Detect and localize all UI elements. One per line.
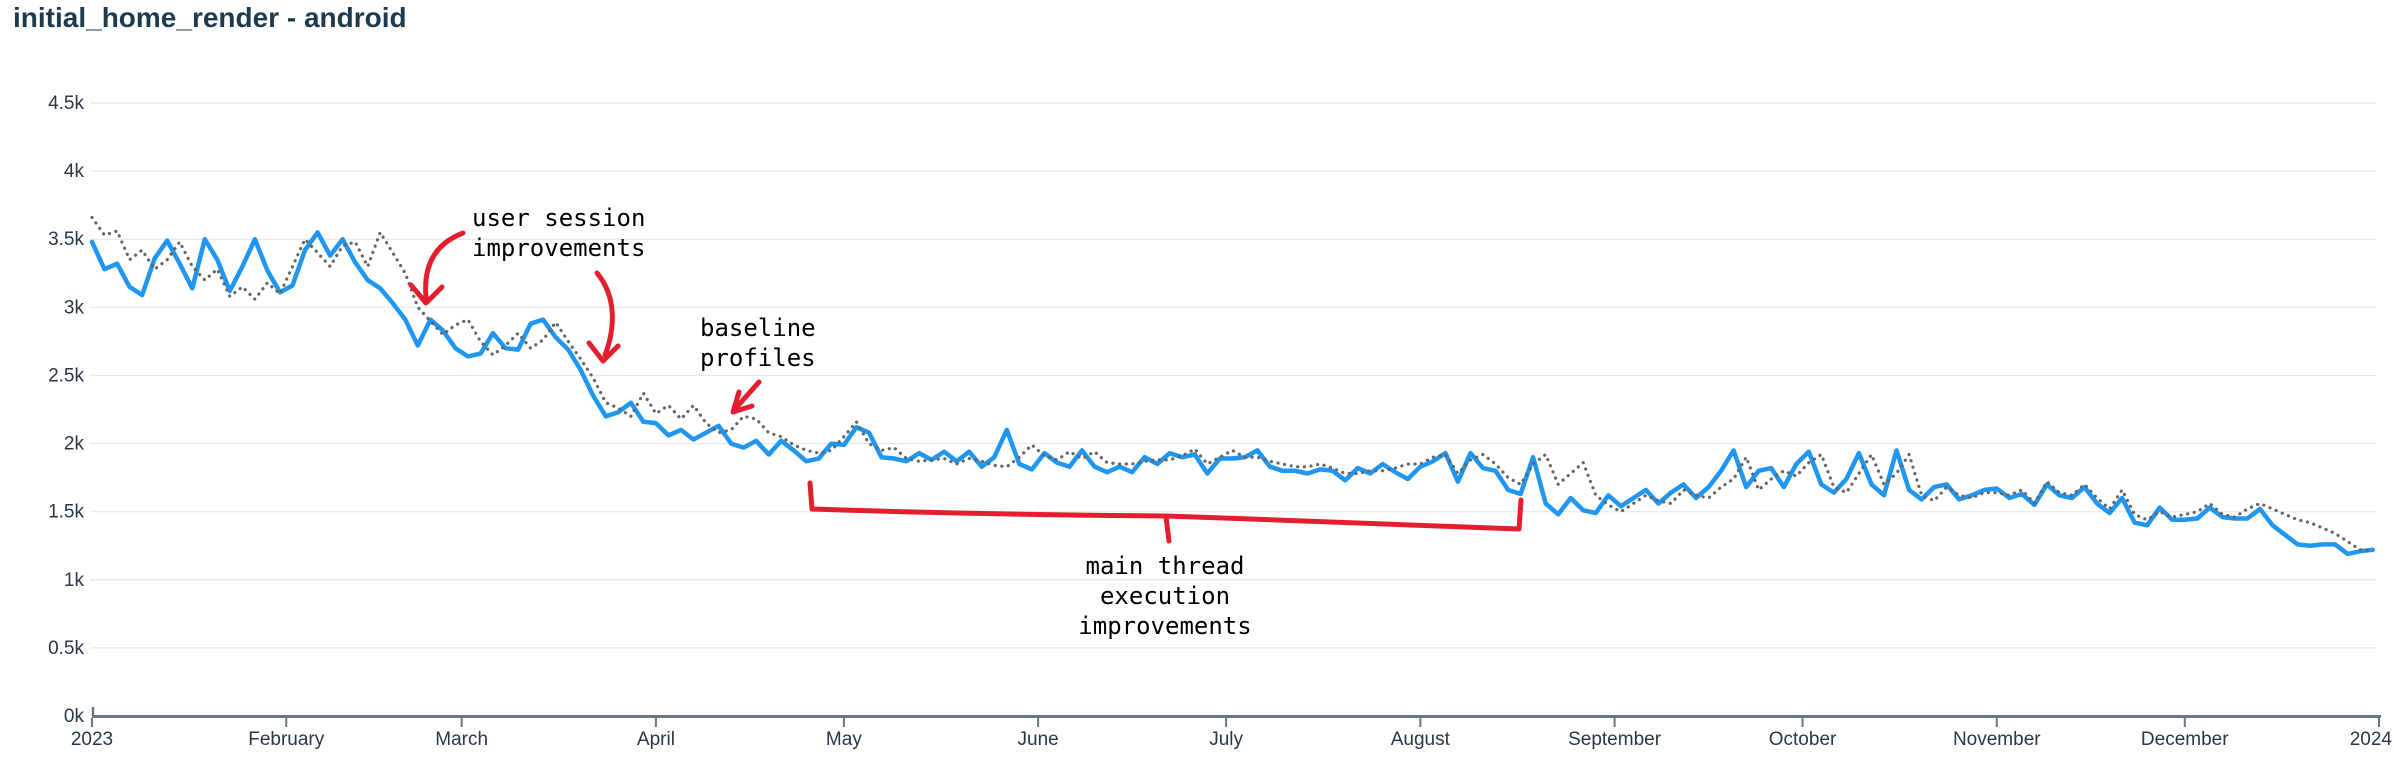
y-tick-label: 3k (64, 297, 85, 318)
x-tick-label: December (2141, 729, 2229, 750)
y-tick-label: 4.5k (48, 93, 84, 114)
x-tick-label: August (1391, 729, 1451, 750)
y-tick-label: 1.5k (48, 502, 84, 523)
x-tick-label: November (1953, 729, 2041, 750)
annotation-main-thread: main thread execution improvements (1078, 552, 1252, 640)
annotation-user-session: user session improvements (472, 204, 646, 262)
x-tick-label: July (1209, 729, 1243, 750)
annotation-baseline-profiles-arrow (730, 379, 762, 415)
x-tick-label: 2023 (71, 729, 113, 750)
y-tick-label: 0.5k (48, 638, 84, 659)
annotation-baseline-profiles: baseline profiles (700, 314, 816, 372)
x-tick-label: April (637, 729, 675, 750)
x-tick-label: March (435, 729, 488, 750)
x-tick-label: 2024 (2350, 729, 2393, 750)
y-tick-label: 1k (64, 570, 85, 591)
x-tick-label: September (1568, 729, 1662, 750)
series-dotted-gray-line (90, 215, 2375, 553)
annotation-user-session-arrow (586, 270, 621, 364)
x-tick-label: February (248, 729, 325, 750)
annotation-user-session-arrow (408, 230, 466, 306)
y-tick-label: 0k (64, 706, 85, 727)
x-tick-label: June (1018, 729, 1059, 750)
y-tick-label: 2.5k (48, 365, 84, 386)
y-tick-label: 4k (64, 161, 85, 182)
x-tick-label: October (1769, 729, 1837, 750)
x-tick-label: May (826, 729, 862, 750)
chart-title: initial_home_render - android (13, 2, 407, 33)
y-tick-label: 3.5k (48, 229, 84, 250)
y-tick-label: 2k (64, 434, 85, 455)
annotation-main-thread-arrow (807, 480, 1524, 544)
series-solid-blue-line (89, 230, 2375, 557)
